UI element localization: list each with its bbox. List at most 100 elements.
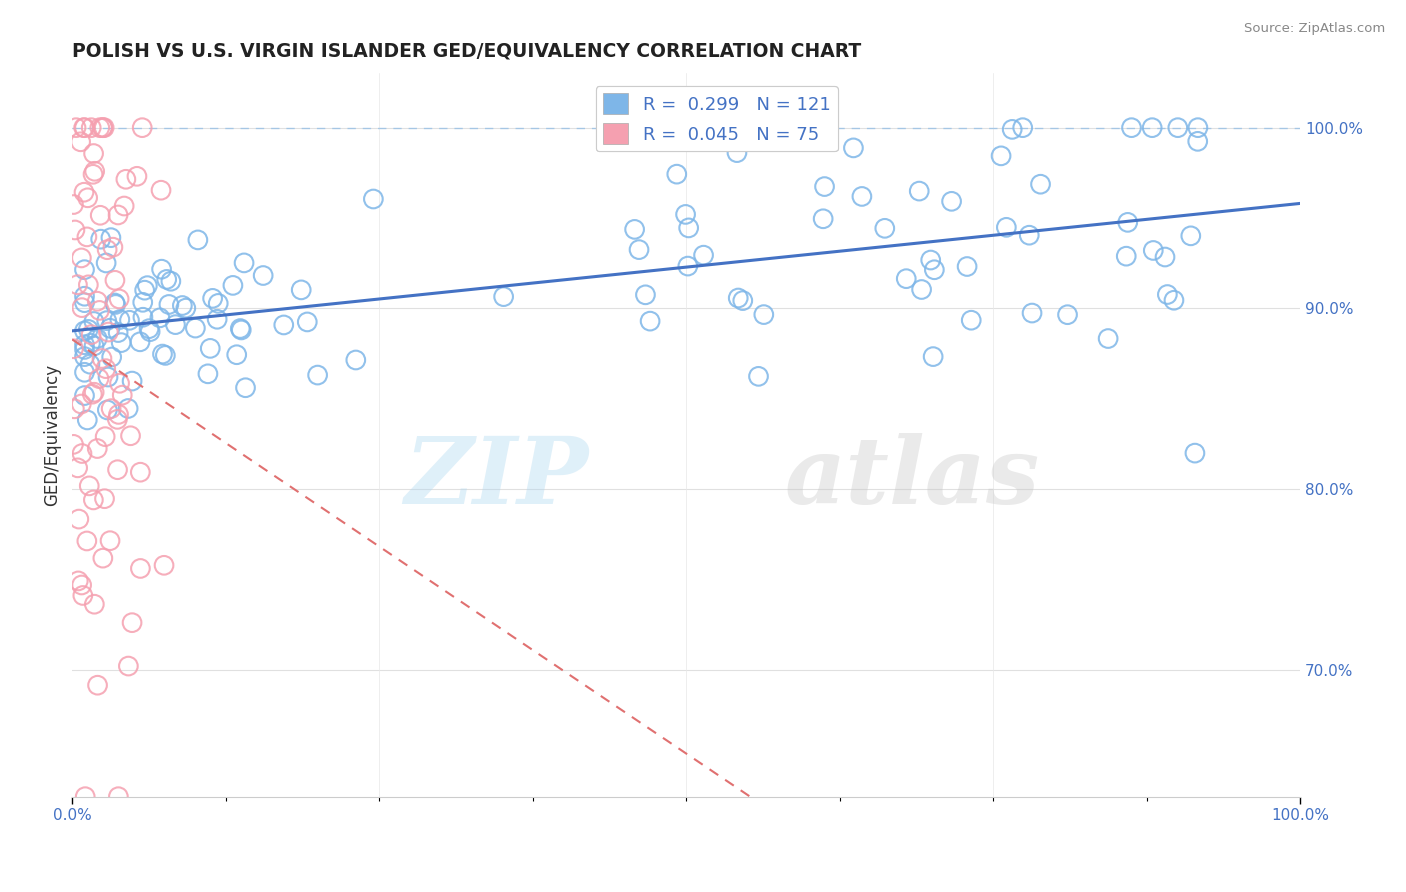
- Point: [1140, 120, 1163, 135]
- Point: [72, 589, 94, 603]
- Point: [150, 262, 173, 277]
- Point: [1001, 122, 1024, 136]
- Point: [136, 278, 159, 293]
- Point: [101, 240, 124, 254]
- Point: [110, 335, 132, 350]
- Point: [82, 387, 104, 401]
- Point: [222, 278, 245, 293]
- Point: [910, 283, 932, 297]
- Point: [873, 221, 896, 235]
- Point: [675, 207, 697, 221]
- Point: [82, 492, 104, 507]
- Point: [197, 367, 219, 381]
- Point: [752, 308, 775, 322]
- Point: [174, 301, 197, 315]
- Point: [149, 310, 172, 325]
- Point: [79, 357, 101, 371]
- Point: [205, 312, 228, 326]
- Point: [1018, 228, 1040, 243]
- Point: [1116, 215, 1139, 229]
- Point: [63, 401, 86, 416]
- Point: [120, 429, 142, 443]
- Point: [634, 288, 657, 302]
- Point: [80, 120, 103, 135]
- Point: [62, 342, 84, 356]
- Point: [676, 259, 699, 273]
- Point: [86, 678, 108, 692]
- Point: [107, 208, 129, 222]
- Point: [76, 191, 98, 205]
- Point: [73, 365, 96, 379]
- Point: [363, 192, 385, 206]
- Point: [200, 342, 222, 356]
- Point: [69, 135, 91, 149]
- Point: [1029, 178, 1052, 192]
- Point: [1156, 287, 1178, 301]
- Point: [86, 332, 108, 346]
- Point: [63, 223, 86, 237]
- Point: [235, 381, 257, 395]
- Point: [811, 211, 834, 226]
- Point: [73, 295, 96, 310]
- Point: [1142, 244, 1164, 258]
- Point: [207, 296, 229, 310]
- Point: [100, 230, 122, 244]
- Point: [727, 291, 749, 305]
- Point: [93, 120, 115, 135]
- Point: [73, 350, 96, 364]
- Point: [924, 262, 946, 277]
- Point: [121, 615, 143, 630]
- Point: [73, 262, 96, 277]
- Point: [733, 127, 755, 141]
- Point: [107, 408, 129, 422]
- Point: [104, 297, 127, 311]
- Point: [842, 141, 865, 155]
- Point: [83, 597, 105, 611]
- Point: [297, 315, 319, 329]
- Point: [138, 321, 160, 335]
- Point: [73, 388, 96, 402]
- Point: [70, 446, 93, 460]
- Point: [108, 312, 131, 326]
- Point: [94, 256, 117, 270]
- Point: [117, 659, 139, 673]
- Point: [344, 353, 367, 368]
- Point: [150, 183, 173, 197]
- Point: [201, 291, 224, 305]
- Point: [77, 322, 100, 336]
- Point: [307, 368, 329, 382]
- Point: [160, 274, 183, 288]
- Point: [105, 412, 128, 426]
- Point: [94, 361, 117, 376]
- Point: [104, 273, 127, 287]
- Point: [813, 179, 835, 194]
- Point: [184, 321, 207, 335]
- Point: [97, 370, 120, 384]
- Point: [1163, 293, 1185, 308]
- Point: [83, 314, 105, 328]
- Point: [89, 120, 111, 135]
- Legend: R =  0.299   N = 121, R =  0.045   N = 75: R = 0.299 N = 121, R = 0.045 N = 75: [596, 86, 838, 152]
- Point: [225, 348, 247, 362]
- Point: [73, 289, 96, 303]
- Point: [70, 578, 93, 592]
- Point: [107, 326, 129, 340]
- Text: POLISH VS U.S. VIRGIN ISLANDER GED/EQUIVALENCY CORRELATION CHART: POLISH VS U.S. VIRGIN ISLANDER GED/EQUIV…: [72, 42, 862, 61]
- Point: [100, 401, 122, 416]
- Point: [152, 347, 174, 361]
- Point: [67, 512, 90, 526]
- Point: [628, 243, 651, 257]
- Point: [1097, 332, 1119, 346]
- Text: ZIP: ZIP: [404, 434, 588, 524]
- Point: [96, 403, 118, 417]
- Point: [132, 295, 155, 310]
- Point: [73, 337, 96, 351]
- Point: [678, 220, 700, 235]
- Point: [73, 120, 96, 135]
- Point: [1184, 446, 1206, 460]
- Point: [66, 460, 89, 475]
- Point: [941, 194, 963, 209]
- Point: [1121, 120, 1143, 135]
- Point: [111, 388, 134, 402]
- Point: [82, 167, 104, 181]
